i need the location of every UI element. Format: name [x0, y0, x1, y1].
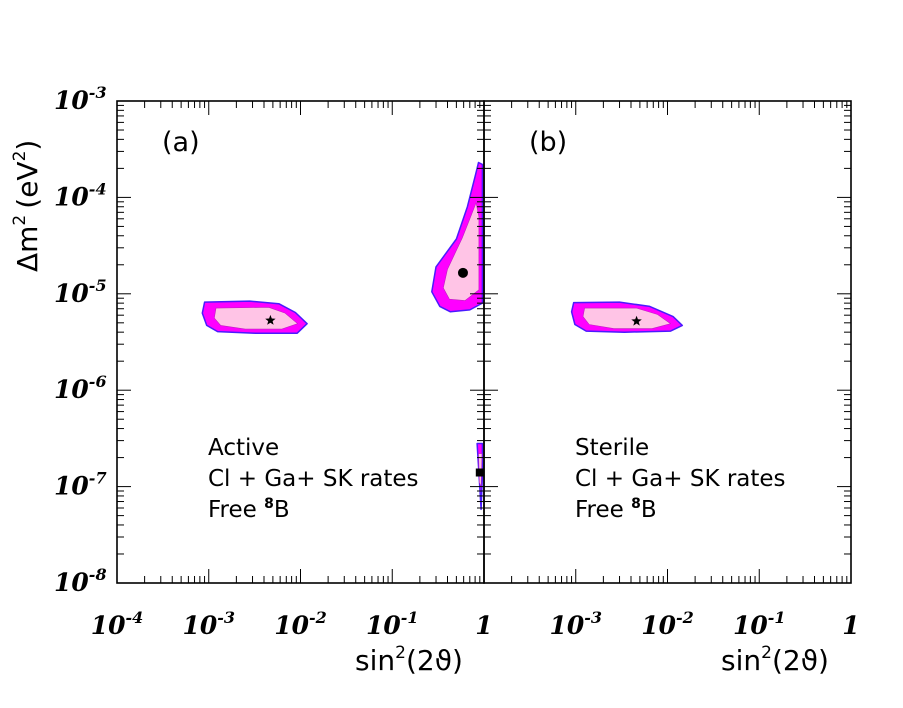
x-tick-label-base-b-3: 1	[842, 611, 859, 640]
y-tick-label-exp-a-4: -7	[89, 469, 107, 488]
x-tick-label-base-b-1: 10	[641, 611, 676, 640]
y-tick-label-a-4: 10-7	[54, 469, 107, 501]
annotation-active-line3-post: B	[274, 497, 290, 523]
y-tick-label-exp-a-5: -8	[89, 565, 107, 584]
x-tick-label-base-a-2: 10	[274, 611, 309, 640]
annotation-sterile-line3-sup: 8	[631, 496, 641, 512]
y-tick-label-exp-a-2: -5	[89, 276, 107, 295]
annotation-active: Active Cl + Ga+ SK rates Free 8B	[208, 435, 419, 523]
tick-labels: 10-4 10-3 10-2 10-1 110-310-410-510-610-710-…	[54, 83, 860, 640]
annotation-active-line1: Active	[208, 435, 279, 461]
x-axis-title-b: sin2(2ϑ)	[721, 643, 829, 677]
x-tick-label-base-b-0: 10	[549, 611, 584, 640]
x-tick-label-a-1: 10-3	[182, 608, 235, 640]
axes-frame-b	[483, 100, 852, 584]
y-axis-title: Δm2(eV2)	[10, 140, 44, 272]
annotation-sterile-line3: Free 8B	[575, 496, 657, 523]
y-tick-label-exp-a-3: -6	[89, 372, 107, 391]
x-tick-label-exp-a-0: -4	[126, 608, 144, 627]
y-tick-label-base-a-4: 10	[54, 472, 89, 501]
panel-b-label: (b)	[529, 127, 567, 158]
best-fit-lma-a	[457, 267, 468, 278]
annotation-sterile-line2: Cl + Ga+ SK rates	[575, 466, 786, 492]
x-axis-title-a-sup: 2	[395, 643, 406, 663]
panel-a-label: (a)	[162, 127, 200, 158]
annotation-sterile-line3-pre: Free	[575, 497, 631, 523]
x-tick-label-exp-a-2: -2	[309, 608, 327, 627]
region-lma-inner-a	[442, 202, 480, 301]
y-axis-title-close: )	[11, 140, 44, 151]
y-tick-label-base-a-3: 10	[54, 375, 89, 404]
y-tick-label-a-1: 10-4	[54, 179, 107, 211]
x-tick-label-a-2: 10-2	[274, 608, 327, 640]
region-sma-inner-a	[214, 306, 298, 330]
axes	[116, 100, 852, 584]
x-axis-title-a-arg: (2ϑ)	[406, 644, 463, 677]
x-axis-title-b-main: sin	[721, 644, 761, 677]
x-tick-label-base-a-0: 10	[91, 611, 126, 640]
y-tick-label-base-a-2: 10	[54, 279, 89, 308]
x-tick-label-base-a-3: 10	[366, 611, 401, 640]
x-tick-label-base-a-4: 1	[475, 611, 492, 640]
annotation-active-line3-sup: 8	[264, 496, 274, 512]
x-tick-label-exp-a-1: -3	[217, 608, 235, 627]
best-fit-sma-a	[265, 314, 276, 325]
x-tick-label-exp-b-0: -3	[584, 608, 602, 627]
y-tick-label-base-a-1: 10	[54, 182, 89, 211]
y-tick-label-a-0: 10-3	[54, 83, 107, 115]
x-axis-title-a-main: sin	[355, 644, 395, 677]
y-tick-label-exp-a-0: -3	[89, 83, 107, 102]
x-tick-label-base-a-1: 10	[182, 611, 217, 640]
x-tick-label-b-0: 10-3	[549, 608, 602, 640]
y-axis-title-unit-sup: 2	[10, 151, 30, 162]
y-tick-label-base-a-0: 10	[54, 86, 89, 115]
y-tick-label-a-2: 10-5	[54, 276, 107, 308]
y-tick-label-a-5: 10-8	[54, 565, 107, 597]
best-fit-low-a	[475, 468, 484, 477]
annotation-active-line2: Cl + Ga+ SK rates	[208, 466, 419, 492]
x-tick-label-a-0: 10-4	[91, 608, 144, 640]
best-fit-sma-b	[631, 315, 642, 326]
annotation-active-line3: Free 8B	[208, 496, 290, 523]
y-tick-label-exp-a-1: -4	[89, 179, 107, 198]
x-tick-label-a-4: 1	[475, 611, 492, 640]
y-axis-title-sup: 2	[10, 215, 30, 226]
y-axis-title-main: Δm	[11, 226, 44, 272]
x-tick-label-base-b-2: 10	[733, 611, 768, 640]
region-sma-inner-b	[582, 307, 671, 329]
annotation-sterile: Sterile Cl + Ga+ SK rates Free 8B	[575, 435, 786, 523]
x-axis-title-a: sin2(2ϑ)	[355, 643, 463, 677]
x-tick-label-exp-b-1: -2	[676, 608, 694, 627]
annotation-sterile-line3-post: B	[641, 497, 657, 523]
x-tick-label-b-2: 10-1	[733, 608, 786, 640]
x-tick-label-exp-b-2: -1	[768, 608, 786, 627]
y-tick-label-a-3: 10-6	[54, 372, 107, 404]
annotation-sterile-line1: Sterile	[575, 435, 649, 461]
x-tick-label-b-1: 10-2	[641, 608, 694, 640]
x-tick-label-b-3: 1	[842, 611, 859, 640]
x-axis-title-b-arg: (2ϑ)	[772, 644, 829, 677]
confidence-regions	[201, 161, 684, 511]
x-axis-title-b-sup: 2	[761, 643, 772, 663]
y-tick-label-base-a-5: 10	[54, 568, 89, 597]
x-tick-label-exp-a-3: -1	[401, 608, 419, 627]
axes-frame-a	[116, 100, 485, 584]
x-tick-label-a-3: 10-1	[366, 608, 419, 640]
y-axis-title-unit: (eV	[11, 161, 44, 208]
annotation-active-line3-pre: Free	[208, 497, 264, 523]
